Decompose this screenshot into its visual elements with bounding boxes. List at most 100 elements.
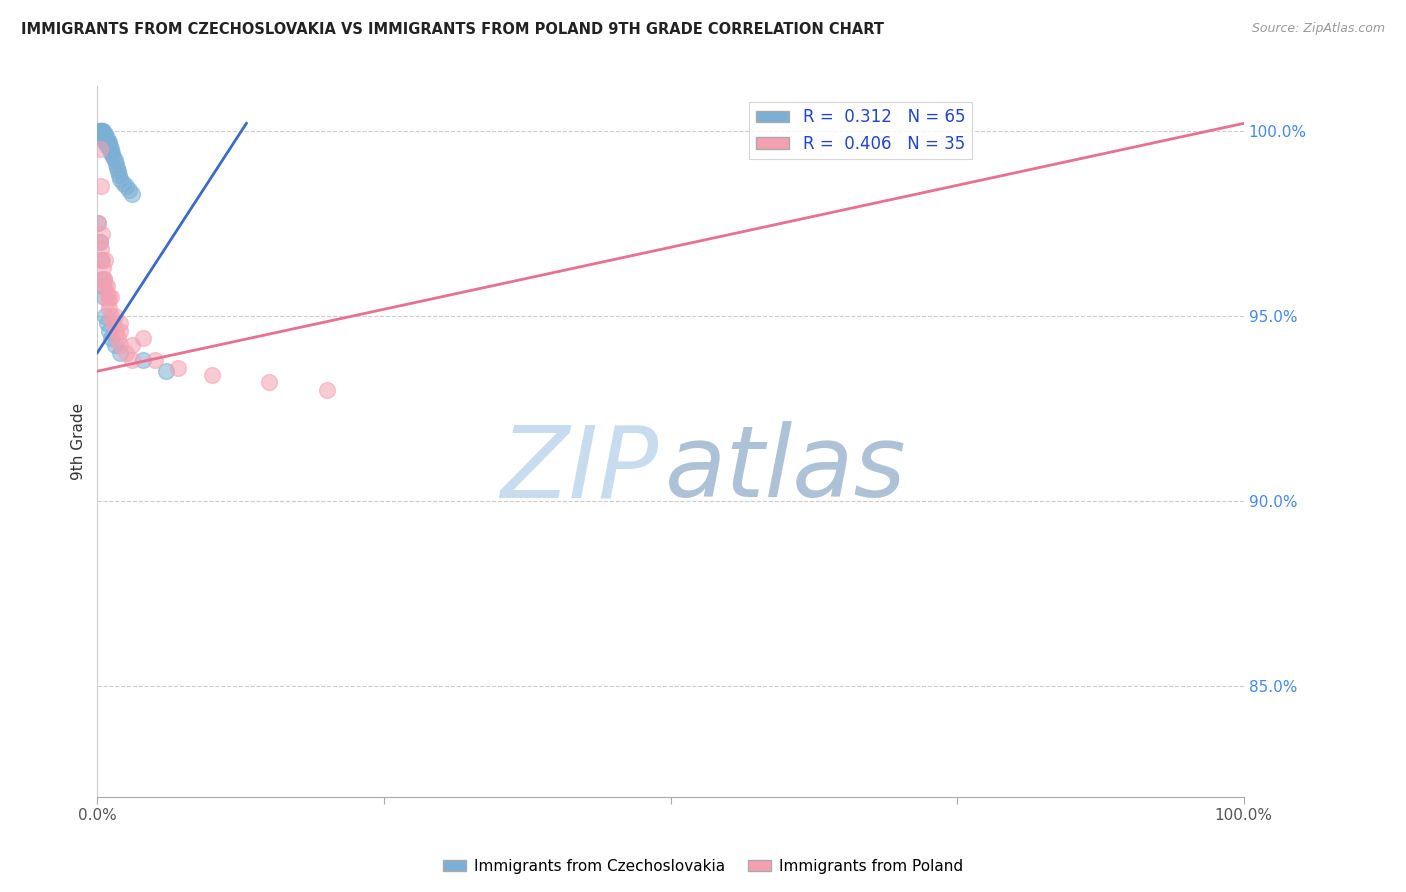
Point [93, 290, 115, 304]
Point [105, 161, 128, 175]
Point [89, 124, 111, 138]
Point [115, 345, 138, 359]
Point [103, 316, 125, 330]
Point [107, 164, 129, 178]
Point [132, 353, 155, 368]
Point [121, 186, 143, 201]
Point [90, 124, 112, 138]
Point [132, 331, 155, 345]
Text: Source: ZipAtlas.com: Source: ZipAtlas.com [1251, 22, 1385, 36]
Point [89, 124, 111, 138]
Point [93, 128, 115, 142]
Point [94, 279, 117, 293]
Point [143, 353, 166, 368]
Point [100, 290, 122, 304]
Point [97, 293, 120, 308]
Point [111, 176, 134, 190]
Point [89, 142, 111, 156]
Point [93, 271, 115, 285]
Point [91, 227, 114, 242]
Point [97, 324, 120, 338]
Legend: R =  0.312   N = 65, R =  0.406   N = 35: R = 0.312 N = 65, R = 0.406 N = 35 [749, 102, 972, 160]
Point [90, 253, 112, 268]
Point [110, 324, 132, 338]
Point [93, 271, 115, 285]
Point [89, 124, 111, 138]
Point [91, 131, 114, 145]
Point [97, 138, 120, 153]
Point [90, 124, 112, 138]
Point [97, 301, 120, 316]
Point [91, 124, 114, 138]
Y-axis label: 9th Grade: 9th Grade [72, 403, 86, 480]
Point [91, 124, 114, 138]
Text: ZIP: ZIP [499, 421, 658, 518]
Point [104, 157, 127, 171]
Point [89, 235, 111, 249]
Point [110, 345, 132, 359]
Point [93, 128, 115, 142]
Point [103, 153, 125, 168]
Point [91, 128, 114, 142]
Point [166, 360, 188, 375]
Point [94, 128, 117, 142]
Point [89, 128, 111, 142]
Point [94, 135, 117, 149]
Point [97, 290, 120, 304]
Point [96, 138, 118, 153]
Point [103, 309, 125, 323]
Point [97, 138, 120, 153]
Point [89, 124, 111, 138]
Point [101, 145, 124, 160]
Point [155, 364, 177, 378]
Point [110, 338, 132, 352]
Point [90, 131, 112, 145]
Point [91, 279, 114, 293]
Point [97, 135, 120, 149]
Point [315, 383, 337, 397]
Point [100, 331, 122, 345]
Point [100, 145, 122, 160]
Point [87, 128, 110, 142]
Point [96, 135, 118, 149]
Point [87, 216, 110, 230]
Point [91, 128, 114, 142]
Point [110, 316, 132, 330]
Point [96, 286, 118, 301]
Legend: Immigrants from Czechoslovakia, Immigrants from Poland: Immigrants from Czechoslovakia, Immigran… [437, 853, 969, 880]
Point [93, 131, 115, 145]
Point [94, 309, 117, 323]
Point [91, 253, 114, 268]
Point [100, 309, 122, 323]
Point [110, 172, 132, 186]
Point [96, 131, 118, 145]
Point [91, 271, 114, 285]
Point [103, 338, 125, 352]
Point [90, 128, 112, 142]
Point [100, 142, 122, 156]
Point [91, 131, 114, 145]
Point [94, 253, 117, 268]
Text: atlas: atlas [665, 421, 905, 518]
Point [118, 183, 141, 197]
Point [87, 124, 110, 138]
Point [91, 124, 114, 138]
Point [90, 124, 112, 138]
Point [108, 168, 131, 182]
Point [89, 235, 111, 249]
Point [201, 368, 224, 382]
Point [98, 138, 121, 153]
Point [94, 131, 117, 145]
Point [96, 316, 118, 330]
Point [87, 124, 110, 138]
Point [91, 260, 114, 275]
Point [103, 150, 125, 164]
Point [104, 324, 127, 338]
Point [96, 279, 118, 293]
Point [87, 216, 110, 230]
Point [121, 338, 143, 352]
Point [97, 135, 120, 149]
Point [115, 179, 138, 194]
Point [91, 128, 114, 142]
Point [90, 242, 112, 256]
